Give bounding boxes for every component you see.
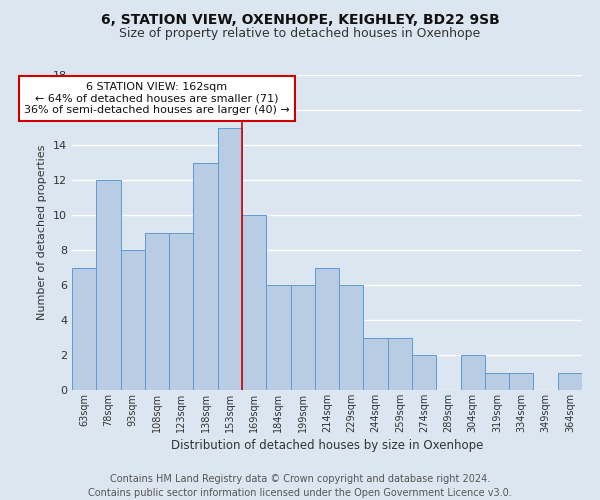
Bar: [558, 372, 582, 390]
Bar: [412, 355, 436, 390]
Bar: [72, 268, 96, 390]
Bar: [388, 338, 412, 390]
Bar: [266, 285, 290, 390]
Y-axis label: Number of detached properties: Number of detached properties: [37, 145, 47, 320]
Bar: [242, 215, 266, 390]
Bar: [193, 162, 218, 390]
Text: 6, STATION VIEW, OXENHOPE, KEIGHLEY, BD22 9SB: 6, STATION VIEW, OXENHOPE, KEIGHLEY, BD2…: [101, 12, 499, 26]
Bar: [364, 338, 388, 390]
X-axis label: Distribution of detached houses by size in Oxenhope: Distribution of detached houses by size …: [171, 439, 483, 452]
Bar: [145, 232, 169, 390]
Bar: [509, 372, 533, 390]
Bar: [315, 268, 339, 390]
Text: Size of property relative to detached houses in Oxenhope: Size of property relative to detached ho…: [119, 28, 481, 40]
Bar: [485, 372, 509, 390]
Bar: [96, 180, 121, 390]
Text: 6 STATION VIEW: 162sqm
← 64% of detached houses are smaller (71)
36% of semi-det: 6 STATION VIEW: 162sqm ← 64% of detached…: [24, 82, 290, 115]
Text: Contains HM Land Registry data © Crown copyright and database right 2024.
Contai: Contains HM Land Registry data © Crown c…: [88, 474, 512, 498]
Bar: [121, 250, 145, 390]
Bar: [290, 285, 315, 390]
Bar: [169, 232, 193, 390]
Bar: [218, 128, 242, 390]
Bar: [461, 355, 485, 390]
Bar: [339, 285, 364, 390]
